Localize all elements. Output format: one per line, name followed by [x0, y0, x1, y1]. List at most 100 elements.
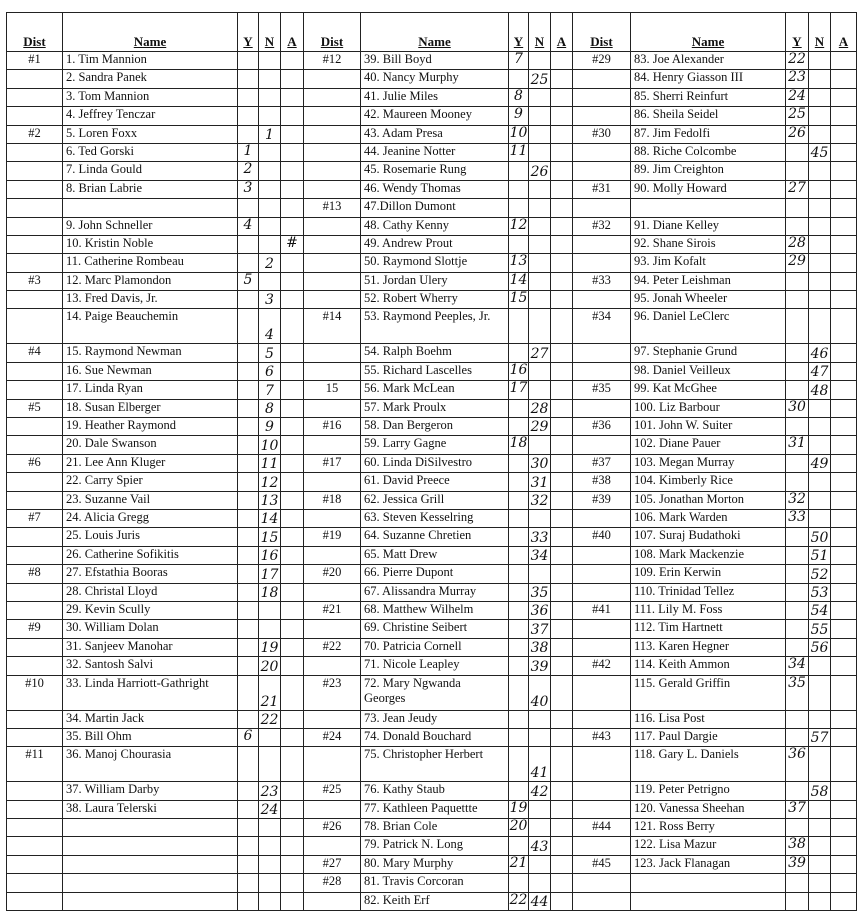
table-row: 34. Martin Jack 22 73. Jean Jeudy 116. Lisa… — [6, 709, 857, 729]
vote-mark: 22 — [258, 709, 281, 729]
vote-mark — [280, 799, 304, 820]
dist-cell: #20 — [303, 564, 361, 584]
vote-mark — [237, 380, 259, 400]
column-header: N — [258, 12, 281, 52]
table-row: 20. Dale Swanson 10 59. Larry Gagne 18 102. … — [6, 435, 857, 455]
vote-mark — [830, 106, 857, 126]
table-row: #3 12. Marc Plamondon 5 51. Jordan Ulery 14 #… — [6, 271, 857, 292]
vote-mark — [237, 600, 259, 621]
vote-mark — [280, 343, 304, 363]
vote-mark: 13 — [258, 490, 281, 510]
vote-mark: 24 — [785, 87, 809, 108]
dist-cell — [572, 891, 631, 912]
vote-mark — [830, 161, 857, 181]
vote-mark — [550, 637, 573, 658]
dist-cell — [303, 124, 361, 144]
dist-cell — [572, 106, 631, 126]
dist-cell: #36 — [572, 417, 631, 437]
vote-mark — [258, 216, 281, 236]
name-cell: 45. Rosemarie Rung — [360, 161, 509, 181]
vote-mark — [550, 656, 573, 676]
dist-cell — [572, 87, 631, 108]
vote-mark — [280, 161, 304, 181]
vote-mark: 11 — [508, 142, 529, 163]
vote-mark — [830, 216, 857, 236]
vote-mark — [237, 453, 259, 474]
vote-mark — [808, 216, 831, 236]
vote-mark: 15 — [508, 290, 529, 310]
dist-cell — [572, 746, 631, 783]
column-header: N — [528, 12, 551, 52]
vote-mark — [528, 564, 551, 584]
vote-mark — [830, 781, 857, 801]
dist-cell: #19 — [303, 527, 361, 547]
name-cell: 112. Tim Hartnett — [630, 619, 786, 639]
vote-mark — [785, 308, 809, 345]
dist-cell — [303, 582, 361, 602]
column-header: Name — [360, 12, 509, 52]
vote-mark: 19 — [258, 637, 281, 658]
vote-mark — [785, 781, 809, 801]
dist-cell: #11 — [6, 746, 63, 783]
vote-mark — [785, 891, 809, 912]
vote-mark — [830, 564, 857, 584]
name-cell — [630, 891, 786, 912]
vote-mark — [785, 380, 809, 400]
vote-mark: 47 — [808, 361, 831, 382]
dist-cell — [6, 836, 63, 856]
name-cell: 75. Christopher Herbert — [360, 746, 509, 783]
vote-mark — [237, 854, 259, 875]
dist-cell: #4 — [6, 343, 63, 363]
name-cell: 1. Tim Mannion — [62, 50, 238, 71]
vote-mark: 14 — [258, 508, 281, 529]
vote-mark: 18 — [508, 435, 529, 455]
name-cell: 110. Trinidad Tellez — [630, 582, 786, 602]
vote-mark — [550, 361, 573, 382]
dist-cell: #3 — [6, 271, 63, 292]
dist-cell — [6, 472, 63, 492]
vote-mark: 46 — [808, 343, 831, 363]
vote-mark: 2 — [237, 161, 259, 181]
name-cell: 62. Jessica Grill — [360, 490, 509, 510]
vote-mark — [508, 198, 529, 218]
name-cell: 40. Nancy Murphy — [360, 69, 509, 89]
vote-mark — [830, 142, 857, 163]
vote-mark — [280, 637, 304, 658]
table-row: #13 47.Dillon Dumont — [6, 198, 857, 218]
vote-mark — [830, 637, 857, 658]
vote-mark — [550, 545, 573, 566]
vote-mark: 6 — [258, 361, 281, 382]
vote-mark: 3 — [237, 179, 259, 200]
dist-cell: #41 — [572, 600, 631, 621]
vote-mark — [508, 637, 529, 658]
dist-cell — [572, 198, 631, 218]
name-cell: 44. Jeanine Notter — [360, 142, 509, 163]
vote-mark — [528, 198, 551, 218]
name-cell: 101. John W. Suiter — [630, 417, 786, 437]
vote-mark — [808, 398, 831, 419]
dist-cell — [572, 343, 631, 363]
vote-mark — [508, 746, 529, 783]
vote-mark — [550, 799, 573, 820]
vote-mark — [280, 564, 304, 584]
dist-cell — [303, 398, 361, 419]
vote-mark — [280, 198, 304, 218]
vote-mark: 29 — [528, 417, 551, 437]
vote-mark — [508, 600, 529, 621]
name-cell — [630, 873, 786, 893]
vote-mark: # — [280, 234, 304, 255]
vote-mark — [258, 179, 281, 200]
vote-mark — [528, 179, 551, 200]
name-cell: 58. Dan Bergeron — [360, 417, 509, 437]
table-row: #2 5. Loren Foxx 1 43. Adam Presa 10 #30 87. J… — [6, 124, 857, 144]
vote-mark — [785, 818, 809, 838]
table-row: 32. Santosh Salvi 20 71. Nicole Leapley 39 #… — [6, 656, 857, 676]
vote-mark: 11 — [258, 453, 281, 474]
dist-cell: #1 — [6, 50, 63, 71]
vote-mark — [528, 435, 551, 455]
vote-mark — [237, 106, 259, 126]
vote-mark — [237, 398, 259, 419]
vote-mark — [830, 674, 857, 711]
vote-mark: 37 — [528, 619, 551, 639]
vote-mark: 32 — [785, 490, 809, 510]
